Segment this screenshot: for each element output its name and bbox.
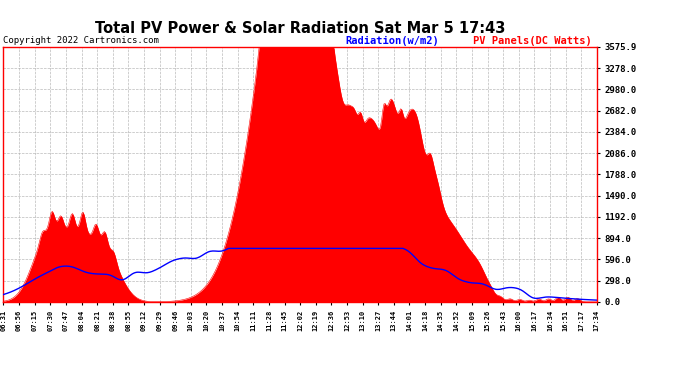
Text: Total PV Power & Solar Radiation Sat Mar 5 17:43: Total PV Power & Solar Radiation Sat Mar… (95, 21, 505, 36)
Text: Radiation(w/m2): Radiation(w/m2) (345, 36, 439, 46)
Text: Copyright 2022 Cartronics.com: Copyright 2022 Cartronics.com (3, 36, 159, 45)
Text: PV Panels(DC Watts): PV Panels(DC Watts) (473, 36, 591, 46)
